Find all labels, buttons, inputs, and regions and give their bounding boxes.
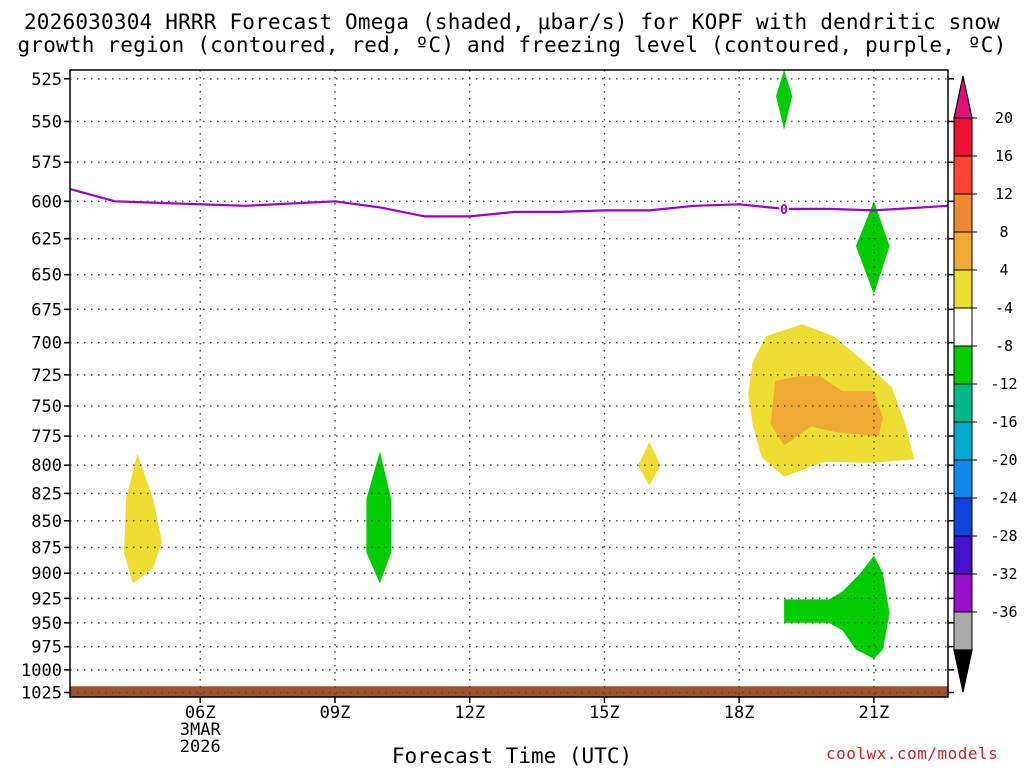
colorbar-label-0: 20 — [995, 109, 1013, 127]
x-tick-label-06Z: 06Z — [185, 703, 216, 723]
omega-region-3 — [366, 451, 392, 584]
freezing-level-line — [70, 187, 948, 218]
y-tick-label-600: 600 — [31, 192, 62, 212]
colorbar-label-1: 16 — [995, 147, 1013, 165]
x-tick-label-21Z: 21Z — [859, 703, 890, 723]
x-tick-sublabel-1: 2026 — [180, 737, 221, 757]
colorbar-label-2: 12 — [995, 185, 1013, 203]
colorbar-label-12: -32 — [990, 565, 1017, 583]
omega-shaded-regions — [123, 70, 915, 659]
omega-region-4 — [638, 442, 661, 486]
colorbar-label-5: -4 — [995, 299, 1013, 317]
colorbar-swatch-1 — [953, 155, 973, 195]
colorbar-bottom-arrow — [953, 649, 973, 693]
colorbar-label-9: -20 — [990, 451, 1017, 469]
plot-border — [69, 69, 949, 698]
colorbar-swatch-7 — [953, 383, 973, 423]
y-tick-label-900: 900 — [31, 564, 62, 584]
site-credit[interactable]: coolwx.com/models — [826, 744, 999, 763]
y-axis-ticks: 525 550 575 600 625 650 675 700 725 750 775 800 825 8… — [21, 70, 954, 704]
y-tick-label-650: 650 — [31, 266, 62, 286]
y-tick-label-925: 925 — [31, 589, 62, 609]
chart-title-line-2: growth region (contoured, red, ºC) and f… — [17, 33, 1007, 57]
y-tick-label-1000: 1000 — [21, 661, 62, 681]
colorbar-swatch-0 — [953, 117, 973, 157]
colorbar-label-4: 4 — [999, 261, 1008, 279]
ground-layer — [70, 686, 948, 697]
freezing-level-contour: 0 — [70, 187, 948, 218]
x-tick-label-09Z: 09Z — [320, 703, 351, 723]
y-tick-label-750: 750 — [31, 397, 62, 417]
y-tick-label-550: 550 — [31, 112, 62, 132]
y-tick-label-525: 525 — [31, 70, 62, 90]
x-tick-label-12Z: 12Z — [454, 703, 485, 723]
chart-title-line-1: 2026030304 HRRR Forecast Omega (shaded, … — [23, 10, 1001, 34]
y-tick-label-950: 950 — [31, 614, 62, 634]
colorbar-label-11: -28 — [990, 527, 1017, 545]
omega-region-7 — [784, 555, 890, 659]
colorbar-label-3: 8 — [999, 223, 1008, 241]
colorbar-label-6: -8 — [995, 337, 1013, 355]
colorbar: 20 16 12 8 4 -4 -8 -12 -16 -20 -24 -28 -32 -36 — [953, 75, 1018, 693]
colorbar-label-7: -12 — [990, 375, 1017, 393]
x-tick-sublabel-0: 3MAR — [180, 720, 222, 740]
plot-frame — [69, 69, 949, 698]
omega-region-1 — [855, 201, 890, 295]
colorbar-swatch-3 — [953, 231, 973, 271]
y-tick-label-700: 700 — [31, 334, 62, 354]
colorbar-swatch-6 — [953, 345, 973, 385]
colorbar-swatch-2 — [953, 193, 973, 233]
colorbar-swatch-10 — [953, 497, 973, 537]
y-tick-label-800: 800 — [31, 456, 62, 476]
y-tick-label-725: 725 — [31, 366, 62, 386]
x-tick-label-18Z: 18Z — [724, 703, 755, 723]
y-tick-label-625: 625 — [31, 230, 62, 250]
colorbar-label-8: -16 — [990, 413, 1017, 431]
x-axis-label: Forecast Time (UTC) — [391, 744, 633, 768]
x-tick-label-15Z: 15Z — [589, 703, 620, 723]
omega-region-6 — [770, 376, 883, 446]
y-tick-label-875: 875 — [31, 538, 62, 558]
colorbar-swatch-13 — [953, 611, 973, 651]
y-tick-label-1025: 1025 — [21, 684, 62, 704]
colorbar-swatch-12 — [953, 573, 973, 613]
colorbar-swatch-8 — [953, 421, 973, 461]
colorbar-swatch-9 — [953, 459, 973, 499]
y-tick-label-825: 825 — [31, 484, 62, 504]
colorbar-swatch-4 — [953, 269, 973, 309]
colorbar-label-13: -36 — [990, 603, 1017, 621]
colorbar-label-10: -24 — [990, 489, 1017, 507]
ground-fill — [70, 686, 948, 697]
y-tick-label-850: 850 — [31, 512, 62, 532]
colorbar-swatch-5 — [953, 307, 973, 347]
freezing-level-label-bg — [779, 201, 790, 216]
y-tick-label-675: 675 — [31, 300, 62, 320]
y-tick-label-975: 975 — [31, 638, 62, 658]
freezing-level-label: 0 — [780, 203, 788, 218]
colorbar-swatch-11 — [953, 535, 973, 575]
y-tick-label-575: 575 — [31, 153, 62, 173]
omega-region-2 — [123, 453, 163, 584]
omega-region-0 — [776, 70, 793, 130]
y-tick-label-775: 775 — [31, 427, 62, 447]
colorbar-top-arrow — [953, 75, 973, 119]
